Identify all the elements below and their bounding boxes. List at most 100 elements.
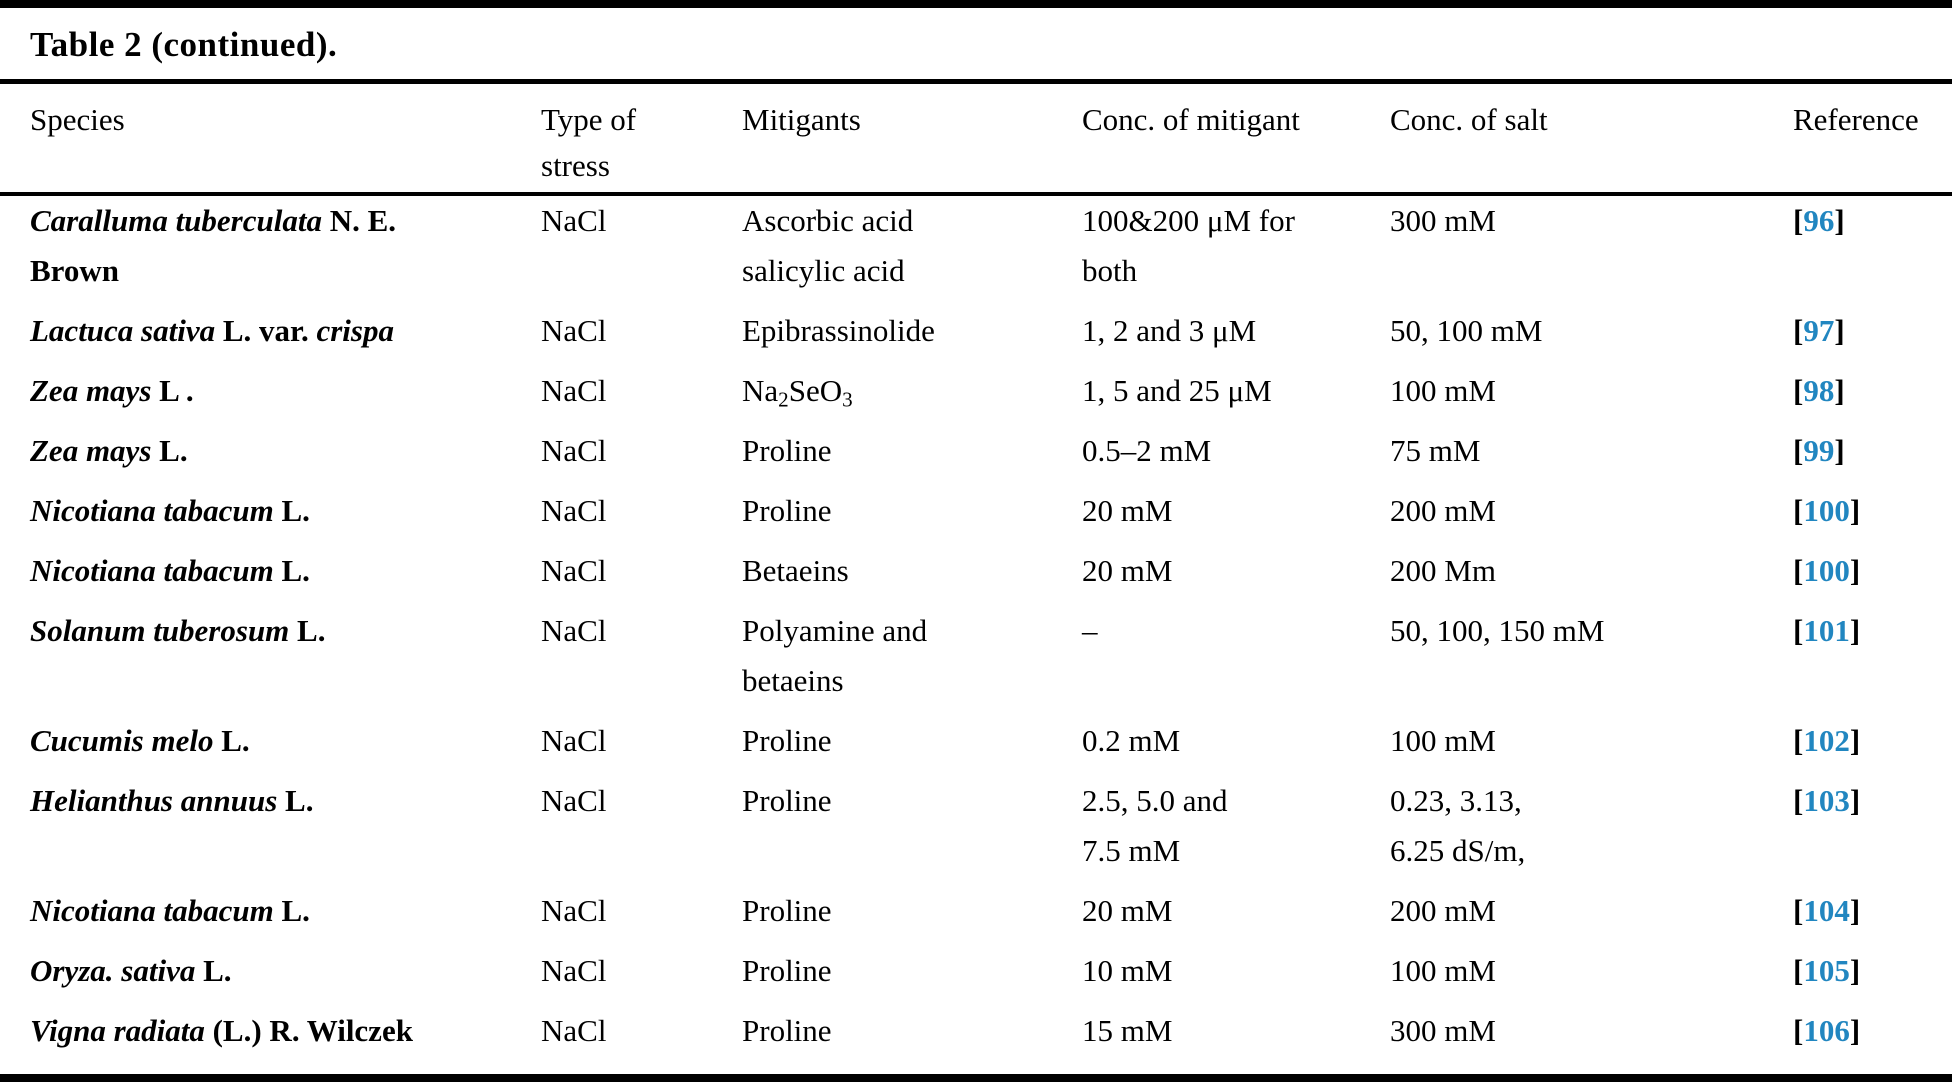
citation-bracket-open: [ <box>1793 313 1804 348</box>
species-cell: Zea mays L . <box>30 366 541 416</box>
conc-of-mitigant-cell: 0.5–2 mM <box>1082 426 1390 476</box>
species-cell-text: Zea mays <box>30 433 152 468</box>
citation-bracket-open: [ <box>1793 893 1804 928</box>
type-of-stress-cell: NaCl <box>541 606 742 656</box>
citation-bracket-close: ] <box>1849 783 1861 818</box>
citation-link[interactable]: 100 <box>1803 553 1850 588</box>
citation-bracket-close: ] <box>1849 893 1861 928</box>
type-of-stress-cell-text: NaCl <box>541 553 607 588</box>
conc-of-salt-cell-text: 200 mM <box>1390 493 1496 528</box>
type-of-stress-cell: NaCl <box>541 196 742 246</box>
conc-of-mitigant-cell-text: 20 mM <box>1082 893 1173 928</box>
type-of-stress-cell: NaCl <box>541 716 742 766</box>
species-cell-text: L. <box>151 433 188 468</box>
species-cell-text: L. <box>273 893 310 928</box>
conc-of-salt-cell-text: 75 mM <box>1390 433 1481 468</box>
conc-of-salt-cell: 300 mM <box>1390 196 1793 246</box>
mitigant-cell: Proline <box>742 1006 1082 1056</box>
type-of-stress-cell: NaCl <box>541 486 742 536</box>
reference-cell: [98] <box>1793 366 1944 416</box>
mitigant-cell-text: Proline <box>742 783 832 818</box>
species-cell-text: Zea mays <box>30 373 152 408</box>
citation-link[interactable]: 99 <box>1803 433 1835 468</box>
citation-bracket-close: ] <box>1834 433 1845 468</box>
table-row: Helianthus annuus L. NaCl Proline 2.5, 5.0 … <box>0 776 1952 886</box>
citation-bracket-open: [ <box>1793 613 1804 648</box>
table-body: Caralluma tuberculata N. E. Brown NaCl Asc… <box>0 196 1952 1066</box>
species-cell-text: L. var. <box>215 313 317 348</box>
citation-bracket-close: ] <box>1849 613 1861 648</box>
citation-link[interactable]: 100 <box>1803 493 1850 528</box>
reference-cell: [106] <box>1793 1006 1944 1056</box>
conc-of-salt-cell: 300 mM <box>1390 1006 1793 1056</box>
species-cell-text: (L.) R. Wilczek <box>204 1013 413 1048</box>
citation-bracket-close: ] <box>1834 313 1845 348</box>
mitigant-cell: Proline <box>742 946 1082 996</box>
citation-bracket-open: [ <box>1793 433 1804 468</box>
type-of-stress-cell-text: NaCl <box>541 373 607 408</box>
mitigant-cell-text: Proline <box>742 723 832 758</box>
type-of-stress-cell: NaCl <box>541 306 742 356</box>
mitigant-cell: Na2SeO3 <box>742 366 1082 416</box>
column-header-conc-of-salt: Conc. of salt <box>1390 102 1548 137</box>
species-cell-text: L. <box>277 783 314 818</box>
species-cell-text: Solanum tuberosum <box>30 613 290 648</box>
species-cell-text: Helianthus annuus <box>30 783 278 818</box>
citation-link[interactable]: 101 <box>1803 613 1850 648</box>
conc-of-salt-cell: 200 mM <box>1390 886 1793 936</box>
conc-of-salt-cell-text: 0.23, 3.13, 6.25 dS/m, <box>1390 783 1526 868</box>
table-row: Nicotiana tabacum L. NaCl Betaeins 20 mM 200… <box>0 546 1952 606</box>
mitigant-cell: Polyamine and betaeins <box>742 606 1082 706</box>
citation-link[interactable]: 98 <box>1803 373 1835 408</box>
species-cell-text: Nicotiana tabacum <box>30 493 274 528</box>
conc-of-salt-cell: 100 mM <box>1390 716 1793 766</box>
conc-of-salt-cell-text: 300 mM <box>1390 203 1496 238</box>
conc-of-mitigant-cell-text: 15 mM <box>1082 1013 1173 1048</box>
type-of-stress-cell-text: NaCl <box>541 783 607 818</box>
table-header: Species Type of stress Mitigants Conc. o… <box>0 84 1952 192</box>
type-of-stress-cell-text: NaCl <box>541 953 607 988</box>
conc-of-mitigant-cell: 100&200 μM for both <box>1082 196 1390 296</box>
type-of-stress-cell: NaCl <box>541 946 742 996</box>
table-row: Zea mays L. NaCl Proline 0.5–2 mM 75 mM [99] <box>0 426 1952 486</box>
mitigant-cell-text: Epibrassinolide <box>742 313 935 348</box>
mitigant-cell-text: Proline <box>742 953 832 988</box>
table-row: Nicotiana tabacum L. NaCl Proline 20 mM 200 … <box>0 886 1952 946</box>
citation-link[interactable]: 97 <box>1803 313 1835 348</box>
conc-of-salt-cell-text: 50, 100 mM <box>1390 313 1543 348</box>
conc-of-salt-cell: 100 mM <box>1390 946 1793 996</box>
conc-of-mitigant-cell-text: – <box>1082 613 1098 648</box>
species-cell-text: Caralluma tuberculata <box>30 203 322 238</box>
conc-of-salt-cell-text: 200 Mm <box>1390 553 1496 588</box>
mitigant-cell-text: 3 <box>842 387 853 412</box>
conc-of-mitigant-cell-text: 2.5, 5.0 and 7.5 mM <box>1082 783 1228 868</box>
citation-bracket-open: [ <box>1793 553 1804 588</box>
citation-bracket-close: ] <box>1834 203 1845 238</box>
mitigant-cell-text: Proline <box>742 493 832 528</box>
conc-of-mitigant-cell: 10 mM <box>1082 946 1390 996</box>
citation-link[interactable]: 104 <box>1803 893 1850 928</box>
conc-of-salt-cell: 75 mM <box>1390 426 1793 476</box>
citation-link[interactable]: 96 <box>1803 203 1835 238</box>
type-of-stress-cell: NaCl <box>541 366 742 416</box>
citation-bracket-open: [ <box>1793 1013 1804 1048</box>
citation-link[interactable]: 105 <box>1803 953 1850 988</box>
citation-link[interactable]: 102 <box>1803 723 1850 758</box>
column-header-species: Species <box>30 102 125 137</box>
species-cell-text: Lactuca sativa <box>30 313 216 348</box>
species-cell-text: L . <box>151 373 194 408</box>
conc-of-salt-cell: 0.23, 3.13, 6.25 dS/m, <box>1390 776 1793 876</box>
citation-link[interactable]: 106 <box>1803 1013 1850 1048</box>
citation-bracket-open: [ <box>1793 203 1804 238</box>
citation-bracket-close: ] <box>1849 493 1861 528</box>
mitigant-cell-text: Na <box>742 373 779 408</box>
table-row: Oryza. sativa L. NaCl Proline 10 mM 100 mM [1… <box>0 946 1952 1006</box>
mitigant-cell: Betaeins <box>742 546 1082 596</box>
reference-cell: [105] <box>1793 946 1944 996</box>
conc-of-mitigant-cell: 0.2 mM <box>1082 716 1390 766</box>
citation-link[interactable]: 103 <box>1803 783 1850 818</box>
type-of-stress-cell: NaCl <box>541 1006 742 1056</box>
reference-cell: [100] <box>1793 486 1944 536</box>
conc-of-salt-cell-text: 200 mM <box>1390 893 1496 928</box>
species-cell-text: L. <box>273 493 310 528</box>
